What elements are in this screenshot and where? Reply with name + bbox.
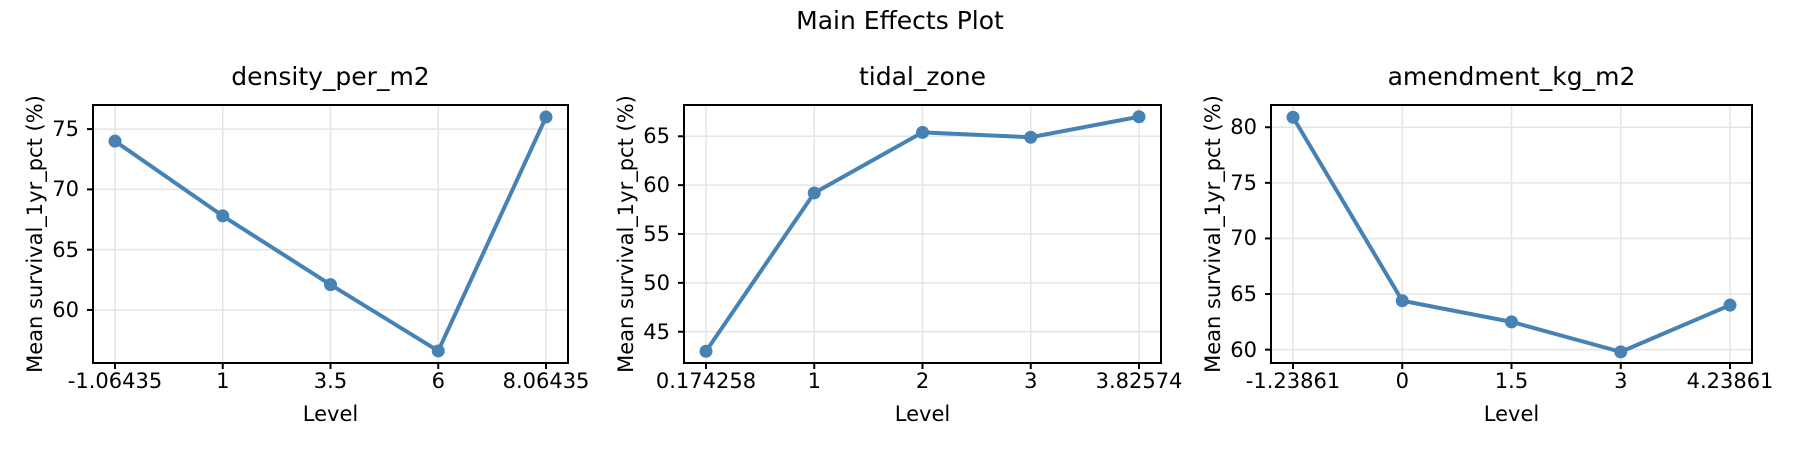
data-point bbox=[699, 344, 713, 358]
figure-title: Main Effects Plot bbox=[796, 6, 1004, 35]
data-point bbox=[324, 278, 337, 292]
data-point bbox=[1505, 315, 1518, 329]
y-tick-label: 65 bbox=[1230, 282, 1257, 307]
plot-area bbox=[1265, 104, 1753, 369]
plot-area bbox=[87, 104, 569, 369]
x-tick-label: 1.5 bbox=[1494, 369, 1529, 393]
data-point bbox=[807, 186, 821, 200]
subplot-amendment_kg_m2: amendment_kg_m2 Mean survival_1yr_pct (%)… bbox=[1201, 0, 1773, 450]
x-tick-label: 1 bbox=[216, 369, 230, 393]
y-tick-label: 80 bbox=[1230, 115, 1257, 140]
x-tick-label: 1 bbox=[807, 369, 821, 393]
x-tick-label: 4.23861 bbox=[1686, 369, 1774, 393]
x-tick-label: 0 bbox=[1395, 369, 1409, 393]
y-tick-label: 45 bbox=[643, 319, 670, 344]
data-point bbox=[1132, 110, 1146, 124]
y-tick-label: 70 bbox=[52, 177, 79, 202]
data-point bbox=[1395, 294, 1409, 308]
plot-area bbox=[678, 104, 1162, 369]
x-tick-label: 3 bbox=[1614, 369, 1628, 393]
y-tick-label: 70 bbox=[1230, 226, 1257, 251]
data-point bbox=[1286, 110, 1300, 124]
x-tick-label: 2 bbox=[915, 369, 930, 393]
y-tick-label: 60 bbox=[643, 173, 670, 198]
x-axis-label: Level bbox=[302, 402, 359, 426]
data-point bbox=[916, 125, 929, 139]
data-point bbox=[539, 110, 553, 124]
y-tick-label: 60 bbox=[1230, 337, 1257, 362]
x-tick-label: -1.23861 bbox=[1245, 369, 1341, 393]
y-tick-label: 55 bbox=[643, 222, 670, 246]
subplot-tidal_zone: tidal_zone Mean survival_1yr_pct (%) 0.174… bbox=[614, 0, 1182, 450]
x-tick-label: 3.5 bbox=[313, 369, 348, 393]
data-point bbox=[1723, 298, 1737, 312]
subplot-title: density_per_m2 bbox=[231, 62, 430, 91]
subplot-title: tidal_zone bbox=[858, 62, 987, 91]
data-point bbox=[108, 134, 122, 148]
x-tick-label: 3.82574 bbox=[1095, 369, 1183, 393]
data-point bbox=[1614, 345, 1628, 359]
data-point bbox=[431, 344, 445, 358]
x-tick-label: 8.06435 bbox=[502, 369, 590, 393]
subplot-density_per_m2: density_per_m2 Mean survival_1yr_pct (%) -… bbox=[23, 0, 589, 450]
x-tick-label: 3 bbox=[1024, 369, 1038, 393]
y-tick-label: 50 bbox=[643, 270, 670, 295]
y-tick-label: 65 bbox=[643, 124, 670, 149]
x-axis-label: Level bbox=[1483, 402, 1540, 426]
x-tick-label: -1.06435 bbox=[67, 369, 163, 393]
x-axis-label: Level bbox=[894, 402, 951, 426]
y-tick-label: 75 bbox=[1230, 170, 1257, 195]
data-point bbox=[1024, 130, 1038, 144]
y-tick-label: 60 bbox=[52, 297, 79, 322]
y-tick-label: 75 bbox=[52, 117, 79, 142]
subplot-title: amendment_kg_m2 bbox=[1387, 62, 1636, 91]
x-tick-label: 6 bbox=[431, 369, 445, 393]
data-point bbox=[216, 209, 230, 223]
x-tick-label: 0.174258 bbox=[655, 369, 757, 393]
y-tick-label: 65 bbox=[52, 237, 79, 262]
